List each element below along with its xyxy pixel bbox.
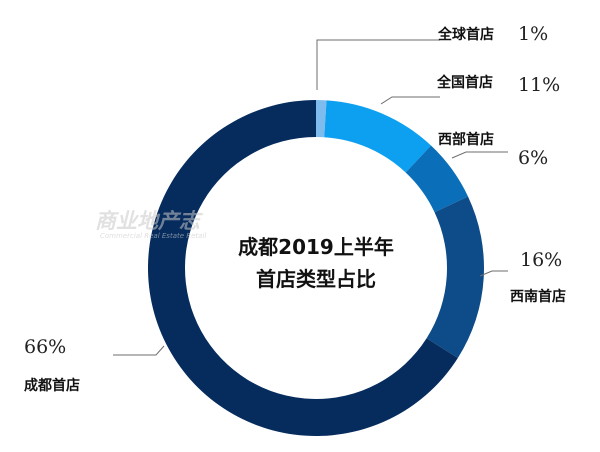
value-western-first-store: 6% (518, 147, 548, 169)
watermark-subtitle: Commercial Real Estate Retail (100, 232, 206, 240)
label-chengdu-first-store: 成都首店 (24, 377, 80, 394)
leader-line-western (451, 151, 508, 159)
watermark-logo: 商业地产志 (95, 209, 204, 233)
slice-southwest-first-store (426, 196, 485, 359)
label-southwest-first-store: 西南首店 (510, 288, 566, 305)
label-national-first-store: 全国首店 (436, 74, 493, 91)
leader-line-national (380, 96, 440, 105)
label-global-first-store: 全球首店 (437, 26, 494, 43)
watermark: 商业地产志 Commercial Real Estate Retail (95, 209, 206, 240)
leader-line-chengdu (113, 345, 165, 356)
value-chengdu-first-store: 66% (24, 336, 66, 358)
slice-global-first-store (316, 100, 327, 138)
value-national-first-store: 11% (518, 74, 560, 96)
slice-national-first-store (324, 100, 432, 173)
label-western-first-store: 西部首店 (438, 131, 494, 148)
value-southwest-first-store: 16% (520, 249, 562, 271)
donut-slices (147, 100, 485, 436)
value-global-first-store: 1% (518, 23, 548, 45)
chart-title-line-2: 首店类型占比 (256, 267, 376, 291)
chart-title-line-1: 成都2019上半年 (238, 235, 394, 259)
leader-line-southwest (479, 270, 508, 277)
leader-line-global (316, 39, 440, 90)
slice-western-first-store (405, 145, 469, 213)
